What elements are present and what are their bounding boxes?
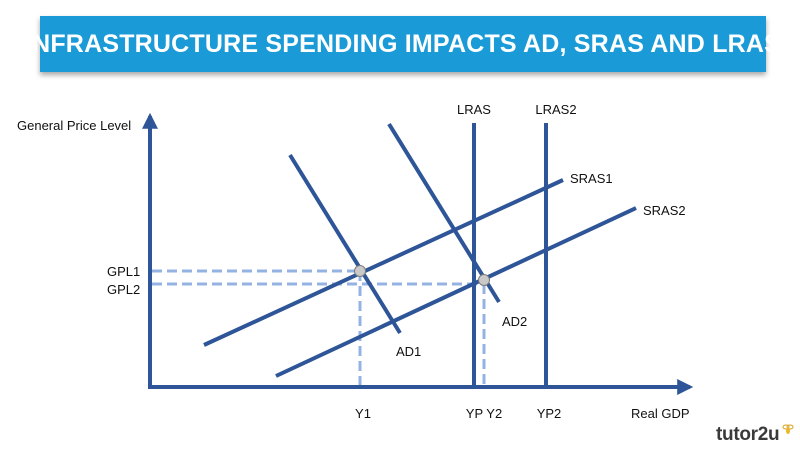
yp-y2-label: YP Y2	[466, 406, 502, 421]
sras2-curve	[275, 206, 637, 378]
ad2-curve	[387, 122, 501, 304]
bee-icon	[782, 424, 794, 434]
ad1-label: AD1	[396, 344, 421, 359]
y-axis-label: General Price Level	[17, 118, 131, 133]
sras1-curve	[203, 178, 564, 347]
gpl1-label: GPL1	[107, 264, 140, 279]
diagram-title: INFRASTRUCTURE SPENDING IMPACTS AD, SRAS…	[24, 29, 782, 58]
title-banner: INFRASTRUCTURE SPENDING IMPACTS AD, SRAS…	[25, 16, 781, 72]
yp2-label: YP2	[537, 406, 562, 421]
ad1-curve	[288, 153, 402, 335]
equilibrium-point-2	[478, 274, 490, 286]
lras2-label: LRAS2	[535, 102, 576, 117]
sras2-label: SRAS2	[643, 203, 686, 218]
y1-label: Y1	[355, 406, 371, 421]
lras-label: LRAS	[457, 102, 491, 117]
x-axis-label: Real GDP	[631, 406, 690, 421]
tutor2u-logo: tutor2u	[716, 424, 780, 445]
sras1-label: SRAS1	[570, 171, 613, 186]
gpl2-label: GPL2	[107, 282, 140, 297]
equilibrium-point-1	[354, 265, 366, 277]
ad2-label: AD2	[502, 314, 527, 329]
